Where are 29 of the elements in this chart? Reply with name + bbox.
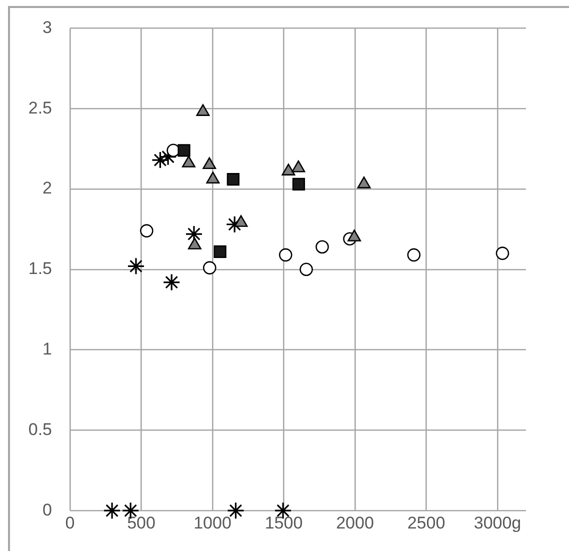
x-tick-label: 3000g xyxy=(474,513,522,532)
y-tick-label: 0 xyxy=(42,500,52,520)
point xyxy=(140,224,154,238)
x-tick-label: 1000 xyxy=(194,513,232,532)
point xyxy=(407,248,421,262)
point xyxy=(292,178,306,190)
x-tick-label: 2500 xyxy=(407,513,446,532)
y-tick-label: 1 xyxy=(42,339,52,358)
point xyxy=(214,245,226,258)
point xyxy=(278,248,292,262)
point xyxy=(226,173,240,186)
point xyxy=(316,240,329,254)
x-tick-label: 1500 xyxy=(264,513,303,532)
point xyxy=(203,261,216,274)
y-tick-label: 0.5 xyxy=(28,420,52,439)
y-tick-label: 1.5 xyxy=(28,259,52,278)
point xyxy=(127,257,145,275)
x-tick-label: 0 xyxy=(65,513,75,532)
point xyxy=(151,151,170,169)
point xyxy=(300,262,313,276)
point xyxy=(162,273,180,292)
point xyxy=(103,502,121,520)
point xyxy=(496,246,510,260)
x-tick-label: 2000 xyxy=(336,513,374,532)
y-tick-label: 3 xyxy=(42,18,52,37)
y-tick-label: 2 xyxy=(42,178,52,198)
point xyxy=(178,144,190,157)
x-tick-label: 500 xyxy=(127,513,156,532)
y-tick-label: 2.5 xyxy=(28,98,52,118)
